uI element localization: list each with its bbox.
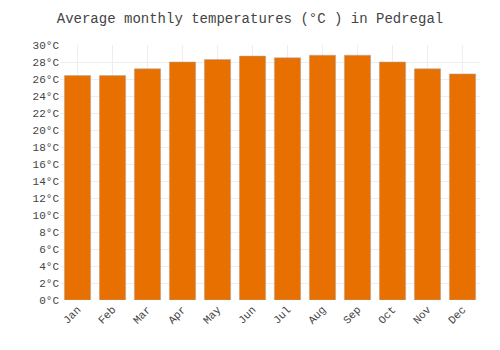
svg-text:Jul: Jul — [271, 304, 293, 326]
svg-text:8°C: 8°C — [39, 227, 59, 239]
svg-text:28°C: 28°C — [33, 57, 60, 69]
svg-text:Oct: Oct — [376, 304, 398, 326]
svg-text:Apr: Apr — [166, 304, 188, 326]
svg-text:May: May — [201, 304, 224, 327]
svg-text:Average monthly temperatures (: Average monthly temperatures (°C ) in Pe… — [57, 11, 443, 27]
svg-text:Aug: Aug — [306, 304, 328, 326]
svg-text:0°C: 0°C — [39, 295, 59, 307]
svg-text:26°C: 26°C — [33, 74, 60, 86]
svg-text:Jun: Jun — [236, 304, 258, 326]
svg-text:30°C: 30°C — [33, 40, 60, 52]
svg-text:Dec: Dec — [446, 304, 468, 326]
svg-text:Sep: Sep — [341, 304, 363, 326]
svg-text:14°C: 14°C — [33, 176, 60, 188]
svg-text:4°C: 4°C — [39, 261, 59, 273]
svg-text:16°C: 16°C — [33, 159, 60, 171]
svg-text:10°C: 10°C — [33, 210, 60, 222]
svg-text:24°C: 24°C — [33, 91, 60, 103]
svg-text:18°C: 18°C — [33, 142, 60, 154]
svg-text:Nov: Nov — [411, 304, 434, 327]
svg-text:Jan: Jan — [61, 304, 83, 326]
svg-text:6°C: 6°C — [39, 244, 59, 256]
svg-text:12°C: 12°C — [33, 193, 60, 205]
svg-text:2°C: 2°C — [39, 278, 59, 290]
svg-text:20°C: 20°C — [33, 125, 60, 137]
svg-text:Mar: Mar — [131, 304, 153, 326]
svg-text:22°C: 22°C — [33, 108, 60, 120]
svg-text:Feb: Feb — [96, 304, 118, 326]
